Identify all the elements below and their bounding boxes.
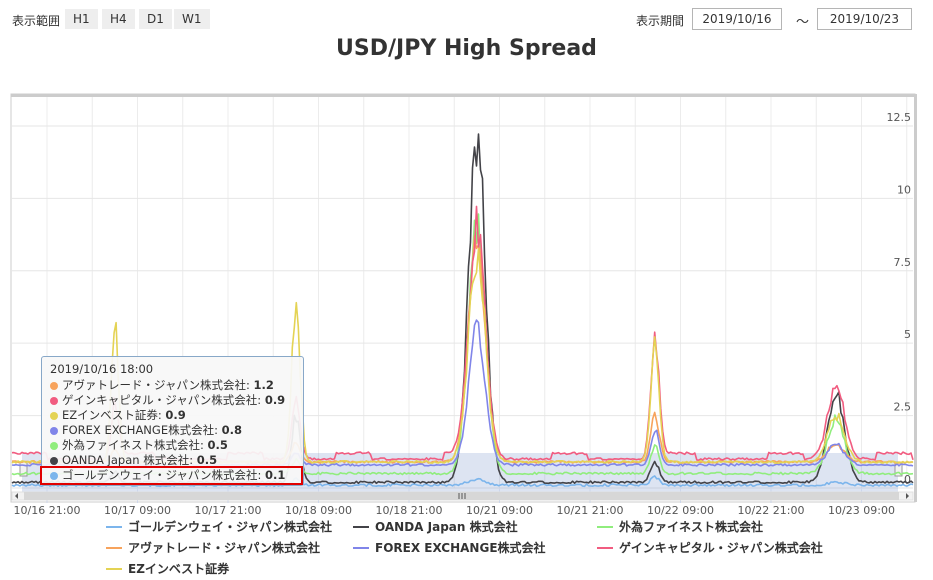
x-tick-label: 10/22 09:00 (647, 504, 714, 517)
y-tick-label: 7.5 (894, 256, 912, 269)
legend-label: 外為ファイネスト株式会社 (619, 520, 764, 534)
range-label: 表示範囲 (12, 14, 61, 28)
x-tick-label: 10/16 21:00 (14, 504, 81, 517)
x-tick-label: 10/21 21:00 (557, 504, 624, 517)
chart-title: USD/JPY High Spread (336, 36, 597, 61)
x-tick-label: 10/18 21:00 (376, 504, 443, 517)
series-dot-icon (50, 382, 58, 390)
legend-swatch-icon (597, 525, 613, 528)
legend-label: ゴールデンウェイ・ジャパン株式会社 (128, 520, 333, 534)
tooltip-series-value: 0.1 (265, 468, 286, 482)
legend-item[interactable]: ゲインキャピタル・ジャパン株式会社 (597, 539, 823, 556)
legend-label: EZインベスト証券 (128, 562, 230, 576)
legend-swatch-icon (106, 525, 122, 528)
tooltip-series-name: ゴールデンウェイ・ジャパン株式会社: (62, 468, 266, 482)
scroll-left-icon (15, 493, 18, 499)
legend-swatch-icon (106, 546, 122, 549)
tooltip-series-value: 0.9 (264, 393, 286, 407)
y-tick-label: 0 (904, 473, 911, 486)
chart-tooltip: 2019/10/16 18:00 アヴァトレード・ジャパン株式会社: 1.2 ゲイ… (40, 356, 304, 486)
x-tick-label: 10/17 09:00 (104, 504, 171, 517)
tooltip-series-value: 0.5 (207, 438, 228, 452)
plot-right-border (914, 94, 917, 502)
x-tick-label: 10/23 09:00 (828, 504, 895, 517)
tilde-separator: 〜 (796, 15, 810, 30)
range-toolbar: 表示範囲 H1 H4 D1 W1 表示期間 〜 (0, 0, 933, 36)
y-tick-label: 5 (904, 328, 911, 341)
range-button-h1[interactable]: H1 (65, 9, 98, 29)
scroll-right-icon (906, 493, 909, 499)
legend-swatch-icon (353, 546, 369, 549)
x-tick-label: 10/17 21:00 (195, 504, 262, 517)
x-axis-ticks: 10/16 21:00 10/17 09:00 10/17 21:00 10/18 0… (14, 488, 895, 517)
series-dot-icon (50, 427, 58, 435)
tooltip-series-value: 1.2 (253, 378, 274, 392)
tooltip-row: OANDA Japan 株式会社: 0.5 (50, 453, 295, 468)
series-dot-icon (50, 442, 58, 450)
legend-item[interactable]: アヴァトレード・ジャパン株式会社 (106, 539, 320, 556)
series-dot-icon (50, 457, 58, 465)
tooltip-series-name: OANDA Japan 株式会社: (62, 453, 197, 467)
tooltip-series-name: アヴァトレード・ジャパン株式会社: (62, 378, 254, 392)
period-label: 表示期間 (636, 14, 685, 28)
legend-label: OANDA Japan 株式会社 (375, 520, 518, 534)
tooltip-time: 2019/10/16 18:00 (50, 362, 154, 376)
series-dot-icon (50, 412, 58, 420)
legend-item[interactable]: 外為ファイネスト株式会社 (597, 518, 763, 535)
tooltip-row: アヴァトレード・ジャパン株式会社: 1.2 (50, 378, 295, 393)
tooltip-series-name: ゲインキャピタル・ジャパン株式会社: (62, 393, 265, 407)
tooltip-series-value: 0.8 (221, 423, 242, 437)
y-tick-label: 10 (897, 183, 911, 196)
tooltip-row: 外為ファイネスト株式会社: 0.5 (50, 438, 295, 453)
series-dot-icon (50, 397, 58, 405)
range-button-h4[interactable]: H4 (102, 9, 135, 29)
tooltip-series-value: 0.9 (165, 408, 186, 422)
tooltip-series-name: FOREX EXCHANGE株式会社: (62, 423, 222, 437)
x-tick-label: 10/18 09:00 (285, 504, 352, 517)
y-tick-label: 12.5 (887, 111, 912, 124)
scroll-grip-icon (458, 493, 466, 499)
y-axis-ticks: 0 2.5 5 7.5 10 12.5 (887, 111, 912, 486)
end-date-input[interactable] (817, 8, 912, 30)
scrollbar[interactable] (11, 491, 914, 501)
range-button-d1[interactable]: D1 (139, 9, 172, 29)
legend-item[interactable]: EZインベスト証券 (106, 560, 229, 577)
range-button-w1[interactable]: W1 (174, 9, 210, 29)
tooltip-series-name: EZインベスト証券: (62, 408, 166, 422)
tooltip-series-value: 0.5 (196, 453, 218, 467)
series-dot-icon (50, 472, 58, 480)
start-date-input[interactable] (692, 8, 782, 30)
tooltip-row: ゴールデンウェイ・ジャパン株式会社: 0.1 (40, 466, 303, 485)
tooltip-series-name: 外為ファイネスト株式会社: (62, 438, 208, 452)
legend-label: アヴァトレード・ジャパン株式会社 (128, 541, 321, 555)
y-tick-label: 2.5 (894, 401, 912, 414)
legend-swatch-icon (353, 525, 369, 528)
legend-label: FOREX EXCHANGE株式会社 (375, 541, 546, 555)
legend-swatch-icon (597, 546, 613, 549)
legend-item[interactable]: FOREX EXCHANGE株式会社 (353, 539, 546, 556)
tooltip-row: ゲインキャピタル・ジャパン株式会社: 0.9 (50, 393, 295, 408)
x-tick-label: 10/22 21:00 (738, 504, 805, 517)
legend-swatch-icon (106, 567, 122, 570)
plot-top-border (11, 94, 915, 97)
tooltip-row: EZインベスト証券: 0.9 (50, 408, 295, 423)
x-tick-label: 10/21 09:00 (466, 504, 533, 517)
legend-item[interactable]: ゴールデンウェイ・ジャパン株式会社 (106, 518, 332, 535)
tooltip-row: FOREX EXCHANGE株式会社: 0.8 (50, 423, 295, 438)
legend-item[interactable]: OANDA Japan 株式会社 (353, 518, 518, 535)
legend-label: ゲインキャピタル・ジャパン株式会社 (619, 541, 823, 555)
